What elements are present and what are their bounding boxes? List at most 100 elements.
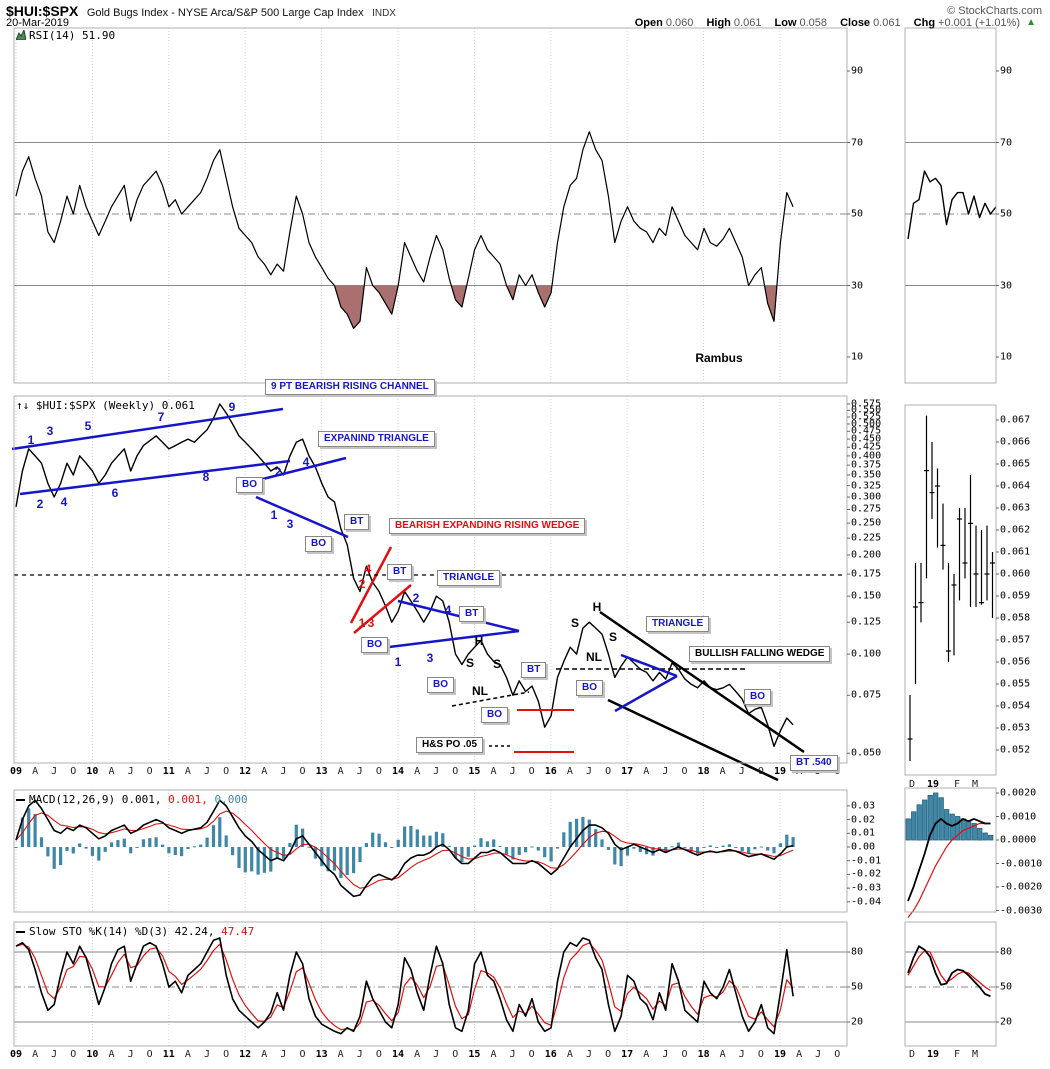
rsi-inset-axis-label: 30 — [1000, 280, 1013, 291]
x-axis-label: 10 — [86, 1049, 99, 1060]
macd-histogram-bar — [78, 843, 82, 847]
price-axis-label: 0.175 — [851, 568, 882, 580]
inset-macd-histogram-bar — [955, 816, 961, 841]
inset-macd-histogram-bar — [982, 832, 988, 841]
sto-axis-label: 20 — [851, 1016, 864, 1028]
macd-histogram-bar — [549, 847, 553, 862]
x-axis-label: J — [280, 1049, 287, 1060]
x-axis-label: J — [738, 1049, 745, 1060]
macd-histogram-bar — [371, 832, 375, 847]
macd-axis-label: 0.00 — [851, 841, 876, 853]
panel-border — [13, 27, 848, 384]
inset-macd-histogram-bar — [966, 820, 972, 841]
macd-histogram-bar — [632, 847, 636, 849]
chart-marker-9: 9 — [228, 400, 236, 414]
x-axis-label: O — [452, 1049, 459, 1060]
inset-x-axis-label: 19 — [926, 1049, 940, 1060]
x-axis-label: 19 — [773, 766, 787, 777]
inset-panel-border — [904, 787, 997, 913]
inset-macd-histogram-bar — [988, 834, 994, 841]
macd-histogram-bar — [122, 838, 126, 847]
macd-histogram-bar — [485, 841, 489, 847]
x-axis-label: O — [757, 766, 764, 777]
rsi-legend-icon — [15, 28, 27, 43]
x-axis-label: O — [146, 766, 153, 777]
price-inset-axis-label: 0.054 — [1000, 700, 1031, 712]
macd-histogram-bar — [791, 837, 795, 847]
macd-histogram-bar — [498, 846, 502, 847]
sto-legend-name: Slow STO %K(14) %D(3) — [29, 925, 169, 938]
macd-histogram-bar — [288, 842, 292, 847]
price-axis-label: 0.450 — [851, 433, 882, 445]
x-axis-label: J — [280, 766, 287, 777]
macd-histogram-bar — [594, 829, 598, 847]
macd-value-1: 0.001, — [121, 793, 162, 806]
x-axis-label: A — [566, 766, 573, 777]
chart-marker-h: H — [474, 634, 484, 648]
macd-histogram-bar — [352, 847, 356, 874]
high-label: High — [706, 17, 731, 29]
x-axis-label: 15 — [468, 766, 481, 777]
annotation-trendline — [353, 584, 412, 634]
price-axis-label: 0.050 — [851, 747, 882, 759]
chart-marker-3: 3 — [286, 517, 294, 531]
macd-histogram-bar — [243, 847, 247, 873]
macd-histogram-bar — [447, 845, 451, 847]
chart-marker-2: 2 — [358, 577, 366, 591]
macd-histogram-bar — [708, 845, 712, 847]
inset-x-axis-label: F — [953, 779, 961, 790]
x-axis-label: J — [509, 1049, 516, 1060]
x-axis-label: O — [223, 766, 230, 777]
annotation-trendline — [11, 407, 284, 451]
x-axis-label: A — [184, 1049, 191, 1060]
sto-value-1: 42.24, — [174, 925, 215, 938]
macd-histogram-bar — [167, 847, 171, 854]
x-axis-label: O — [70, 1049, 77, 1060]
rsi-axis-label: 50 — [851, 208, 864, 220]
inset-macd-histogram-bar — [977, 827, 983, 841]
x-axis-label: J — [815, 1049, 822, 1060]
macd-histogram-bar — [116, 840, 120, 847]
price-axis-label: 0.075 — [851, 689, 882, 701]
chart-marker-2: 2 — [36, 497, 44, 511]
x-axis-label: A — [643, 766, 650, 777]
price-axis-label: 0.225 — [851, 532, 882, 544]
macd-histogram-bar — [772, 847, 776, 854]
macd-histogram-bar — [536, 847, 540, 851]
price-axis-label: 0.575 — [851, 398, 882, 410]
x-axis-label: O — [834, 1049, 841, 1060]
x-axis-label: 10 — [86, 766, 99, 777]
annotation-trendline — [349, 546, 393, 624]
x-axis-label: A — [108, 1049, 115, 1060]
macd-histogram-bar — [97, 847, 101, 861]
macd-histogram-bar — [39, 837, 44, 847]
macd-histogram-bar — [135, 847, 139, 848]
sto-axis-label: 80 — [851, 946, 864, 958]
x-axis-label: J — [51, 766, 58, 777]
callout-bo: BO — [305, 536, 332, 552]
price-axis-label: 0.325 — [851, 480, 882, 492]
updown-arrows-icon: ↑↓ — [16, 399, 30, 412]
price-legend-name: $HUI:$SPX (Weekly) — [35, 399, 156, 412]
rsi-inset-axis-label: 70 — [1000, 137, 1013, 148]
macd-histogram-bar — [148, 838, 152, 847]
macd-signal-line — [15, 810, 794, 889]
callout-triangle: TRIANGLE — [646, 616, 710, 632]
price-axis-label: 0.125 — [851, 616, 882, 628]
x-axis-label: J — [509, 766, 516, 777]
price-axis-label: 0.100 — [851, 648, 882, 660]
symbol: $HUI:$SPX — [6, 3, 79, 19]
annotation-trendline — [451, 691, 530, 707]
inset-macd-histogram-bar — [922, 799, 928, 841]
callout-bo: BO — [427, 677, 454, 693]
callout-bullish-falling-wedge: BULLISH FALLING WEDGE — [689, 646, 831, 662]
inset-x-axis-label: F — [953, 1049, 961, 1060]
macd-histogram-bar — [753, 847, 757, 850]
x-axis-label: J — [585, 1049, 593, 1060]
macd-histogram-bar — [645, 847, 649, 855]
x-axis-label: 17 — [621, 1049, 634, 1060]
macd-histogram-bar — [511, 847, 515, 860]
low-label: Low — [774, 17, 797, 29]
callout-triangle: TRIANGLE — [437, 570, 501, 586]
rsi-legend-name: RSI(14) — [29, 29, 76, 42]
